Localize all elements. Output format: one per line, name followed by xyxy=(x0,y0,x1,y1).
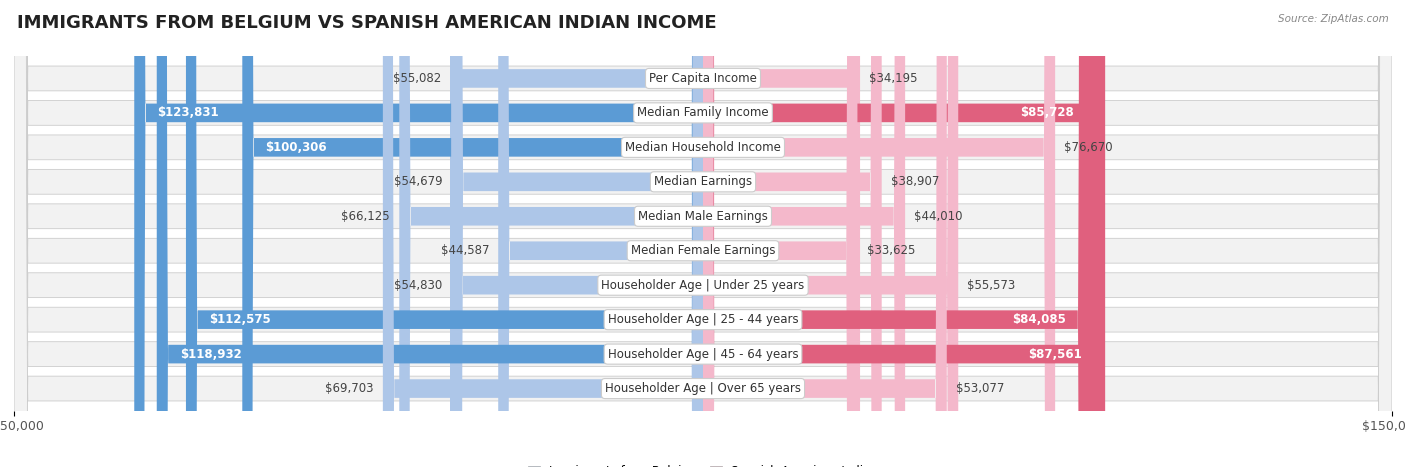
Text: Source: ZipAtlas.com: Source: ZipAtlas.com xyxy=(1278,14,1389,24)
FancyBboxPatch shape xyxy=(14,0,1392,467)
Text: Median Female Earnings: Median Female Earnings xyxy=(631,244,775,257)
FancyBboxPatch shape xyxy=(14,0,1392,467)
Text: $85,728: $85,728 xyxy=(1019,106,1074,120)
Text: Householder Age | Over 65 years: Householder Age | Over 65 years xyxy=(605,382,801,395)
FancyBboxPatch shape xyxy=(14,0,1392,467)
FancyBboxPatch shape xyxy=(14,0,1392,467)
Text: Householder Age | Under 25 years: Householder Age | Under 25 years xyxy=(602,279,804,292)
Text: $38,907: $38,907 xyxy=(891,175,939,188)
FancyBboxPatch shape xyxy=(14,0,1392,467)
Text: $54,830: $54,830 xyxy=(394,279,441,292)
Text: Median Earnings: Median Earnings xyxy=(654,175,752,188)
FancyBboxPatch shape xyxy=(703,0,858,467)
FancyBboxPatch shape xyxy=(242,0,703,467)
Text: Per Capita Income: Per Capita Income xyxy=(650,72,756,85)
Text: Median Family Income: Median Family Income xyxy=(637,106,769,120)
FancyBboxPatch shape xyxy=(703,0,905,467)
Text: $66,125: $66,125 xyxy=(342,210,389,223)
FancyBboxPatch shape xyxy=(186,0,703,467)
FancyBboxPatch shape xyxy=(134,0,703,467)
FancyBboxPatch shape xyxy=(14,0,1392,467)
Text: $53,077: $53,077 xyxy=(956,382,1004,395)
FancyBboxPatch shape xyxy=(703,0,882,467)
Text: $55,573: $55,573 xyxy=(967,279,1015,292)
FancyBboxPatch shape xyxy=(14,0,1392,467)
FancyBboxPatch shape xyxy=(451,0,703,467)
Text: $87,561: $87,561 xyxy=(1028,347,1083,361)
Text: $76,670: $76,670 xyxy=(1064,141,1114,154)
FancyBboxPatch shape xyxy=(703,0,1105,467)
Text: $69,703: $69,703 xyxy=(325,382,374,395)
Text: $54,679: $54,679 xyxy=(394,175,443,188)
FancyBboxPatch shape xyxy=(703,0,959,467)
Text: $44,010: $44,010 xyxy=(914,210,963,223)
Text: $100,306: $100,306 xyxy=(266,141,326,154)
FancyBboxPatch shape xyxy=(703,0,860,467)
FancyBboxPatch shape xyxy=(14,0,1392,467)
Legend: Immigrants from Belgium, Spanish American Indian: Immigrants from Belgium, Spanish America… xyxy=(523,460,883,467)
FancyBboxPatch shape xyxy=(382,0,703,467)
Text: $112,575: $112,575 xyxy=(209,313,271,326)
FancyBboxPatch shape xyxy=(14,0,1392,467)
Text: $33,625: $33,625 xyxy=(866,244,915,257)
FancyBboxPatch shape xyxy=(703,0,1097,467)
Text: IMMIGRANTS FROM BELGIUM VS SPANISH AMERICAN INDIAN INCOME: IMMIGRANTS FROM BELGIUM VS SPANISH AMERI… xyxy=(17,14,717,32)
Text: $118,932: $118,932 xyxy=(180,347,242,361)
Text: Householder Age | 25 - 44 years: Householder Age | 25 - 44 years xyxy=(607,313,799,326)
FancyBboxPatch shape xyxy=(703,0,1054,467)
FancyBboxPatch shape xyxy=(450,0,703,467)
Text: $44,587: $44,587 xyxy=(440,244,489,257)
FancyBboxPatch shape xyxy=(703,0,946,467)
FancyBboxPatch shape xyxy=(451,0,703,467)
Text: $123,831: $123,831 xyxy=(157,106,219,120)
Text: Median Male Earnings: Median Male Earnings xyxy=(638,210,768,223)
FancyBboxPatch shape xyxy=(399,0,703,467)
Text: Median Household Income: Median Household Income xyxy=(626,141,780,154)
Text: $34,195: $34,195 xyxy=(869,72,918,85)
FancyBboxPatch shape xyxy=(703,0,1090,467)
Text: Householder Age | 45 - 64 years: Householder Age | 45 - 64 years xyxy=(607,347,799,361)
Text: $84,085: $84,085 xyxy=(1012,313,1066,326)
FancyBboxPatch shape xyxy=(156,0,703,467)
FancyBboxPatch shape xyxy=(498,0,703,467)
Text: $55,082: $55,082 xyxy=(392,72,441,85)
FancyBboxPatch shape xyxy=(14,0,1392,467)
